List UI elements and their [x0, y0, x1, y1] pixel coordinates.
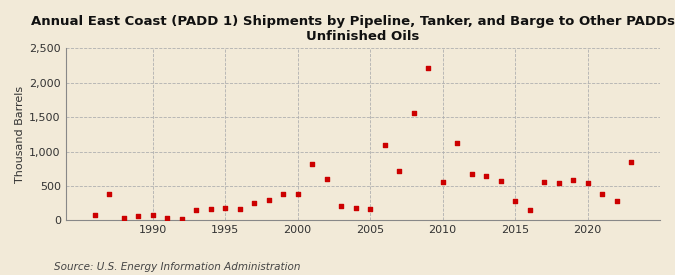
Point	[481, 174, 491, 178]
Point	[626, 160, 637, 164]
Point	[437, 180, 448, 184]
Point	[539, 180, 549, 184]
Point	[219, 205, 230, 210]
Point	[582, 181, 593, 185]
Point	[133, 214, 144, 218]
Point	[466, 172, 477, 177]
Point	[597, 191, 608, 196]
Point	[452, 141, 462, 145]
Point	[321, 177, 332, 181]
Point	[524, 208, 535, 212]
Point	[277, 191, 288, 196]
Point	[162, 215, 173, 220]
Y-axis label: Thousand Barrels: Thousand Barrels	[15, 86, 25, 183]
Point	[394, 169, 404, 173]
Text: Source: U.S. Energy Information Administration: Source: U.S. Energy Information Administ…	[54, 262, 300, 272]
Point	[364, 207, 375, 211]
Point	[611, 199, 622, 203]
Point	[335, 204, 346, 208]
Point	[350, 206, 361, 211]
Point	[423, 65, 433, 70]
Point	[306, 162, 317, 166]
Point	[248, 201, 259, 205]
Point	[147, 213, 158, 217]
Point	[568, 178, 578, 183]
Title: Annual East Coast (PADD 1) Shipments by Pipeline, Tanker, and Barge to Other PAD: Annual East Coast (PADD 1) Shipments by …	[31, 15, 675, 43]
Point	[176, 217, 187, 222]
Point	[118, 216, 129, 221]
Point	[205, 207, 216, 211]
Point	[495, 179, 506, 183]
Point	[89, 213, 100, 217]
Point	[553, 180, 564, 185]
Point	[510, 199, 520, 203]
Point	[234, 207, 245, 211]
Point	[263, 197, 274, 202]
Point	[191, 208, 202, 212]
Point	[104, 191, 115, 196]
Point	[292, 192, 303, 196]
Point	[408, 111, 419, 115]
Point	[379, 142, 390, 147]
